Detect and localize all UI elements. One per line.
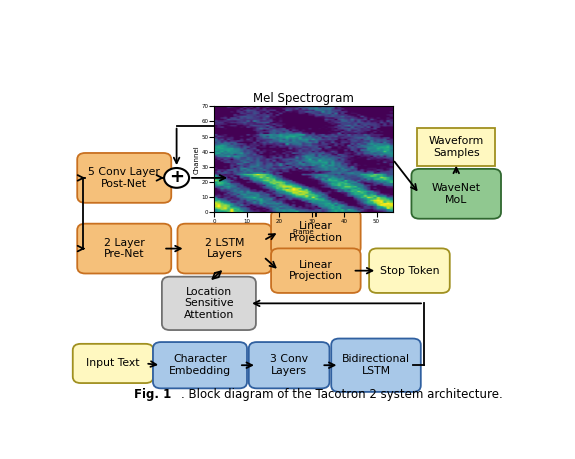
FancyBboxPatch shape	[417, 128, 495, 167]
FancyBboxPatch shape	[331, 339, 421, 392]
Text: 3 Conv
Layers: 3 Conv Layers	[270, 354, 308, 376]
FancyBboxPatch shape	[77, 153, 171, 203]
Text: Linear
Projection: Linear Projection	[289, 260, 343, 281]
FancyBboxPatch shape	[271, 248, 361, 293]
Text: Fig. 1: Fig. 1	[134, 388, 171, 401]
FancyBboxPatch shape	[412, 169, 501, 219]
FancyBboxPatch shape	[271, 209, 361, 254]
Text: Character
Embedding: Character Embedding	[169, 354, 231, 376]
FancyBboxPatch shape	[249, 342, 329, 388]
Text: . Block diagram of the Tacotron 2 system architecture.: . Block diagram of the Tacotron 2 system…	[181, 388, 503, 401]
Text: Waveform
Samples: Waveform Samples	[428, 136, 484, 158]
FancyBboxPatch shape	[162, 277, 256, 330]
Text: Linear
Projection: Linear Projection	[289, 221, 343, 243]
Text: Bidirectional
LSTM: Bidirectional LSTM	[342, 354, 410, 376]
Text: 5 Conv Layer
Post-Net: 5 Conv Layer Post-Net	[89, 167, 160, 189]
FancyBboxPatch shape	[73, 344, 154, 383]
Text: 2 LSTM
Layers: 2 LSTM Layers	[205, 238, 244, 259]
Text: Input Text: Input Text	[86, 358, 140, 369]
Text: WaveNet
MoL: WaveNet MoL	[432, 183, 481, 205]
Text: 2 Layer
Pre-Net: 2 Layer Pre-Net	[104, 238, 144, 259]
FancyBboxPatch shape	[77, 224, 171, 274]
Text: Location
Sensitive
Attention: Location Sensitive Attention	[184, 287, 234, 320]
Text: +: +	[169, 168, 184, 186]
FancyBboxPatch shape	[153, 342, 247, 388]
Circle shape	[164, 168, 189, 188]
Text: Stop Token: Stop Token	[380, 266, 439, 276]
FancyBboxPatch shape	[369, 248, 450, 293]
FancyBboxPatch shape	[178, 224, 271, 274]
